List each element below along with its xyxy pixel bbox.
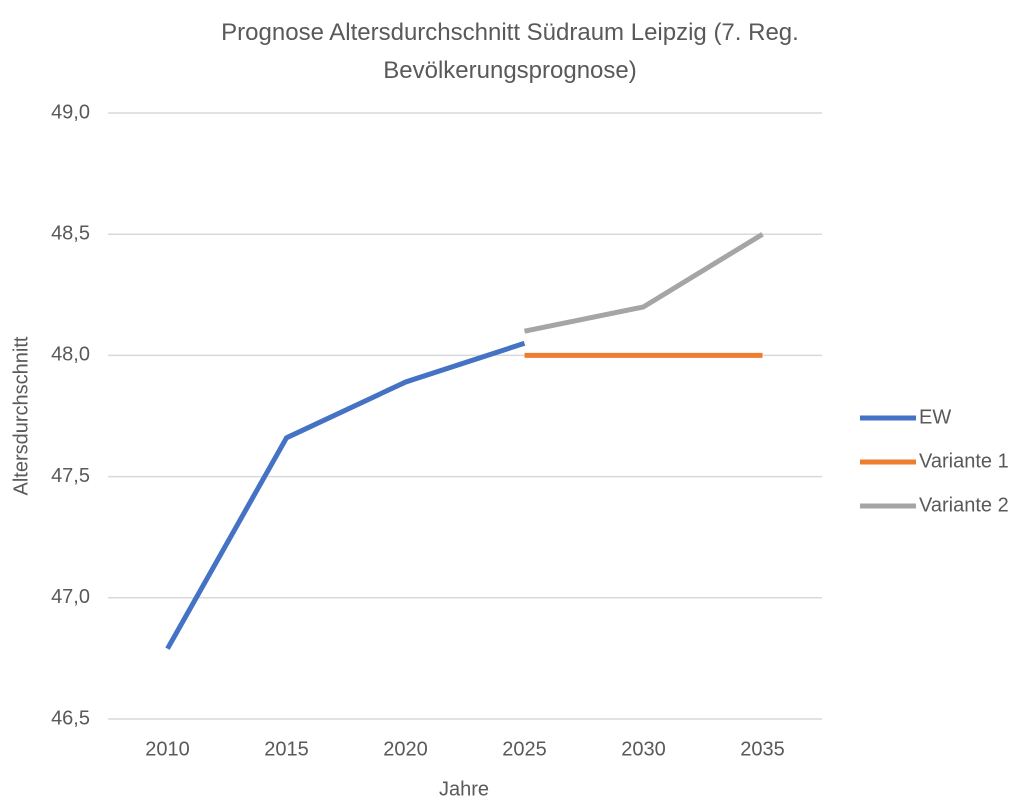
x-tick-label: 2025 [502,738,547,760]
x-axis-label: Jahre [439,778,489,800]
chart-title: Prognose Altersdurchschnitt Südraum Leip… [221,19,799,84]
x-tick-label: 2010 [145,738,190,760]
x-tick-label: 2035 [740,738,785,760]
y-tick-label: 47,5 [51,465,90,487]
x-tick-label: 2020 [383,738,428,760]
y-tick-label: 47,0 [51,586,90,608]
series-line [165,340,526,650]
legend-label: Variante 1 [919,450,1009,472]
series-line [524,232,764,334]
y-tick-label: 46,5 [51,707,90,729]
y-axis-label: Altersdurchschnitt [10,336,32,495]
x-tick-label: 2015 [264,738,309,760]
x-tick-label: 2030 [621,738,666,760]
y-tick-label: 48,5 [51,222,90,244]
y-tick-label: 48,0 [51,344,90,366]
legend-label: EW [919,406,951,428]
legend-label: Variante 2 [919,494,1009,516]
y-tick-label: 49,0 [51,101,90,123]
